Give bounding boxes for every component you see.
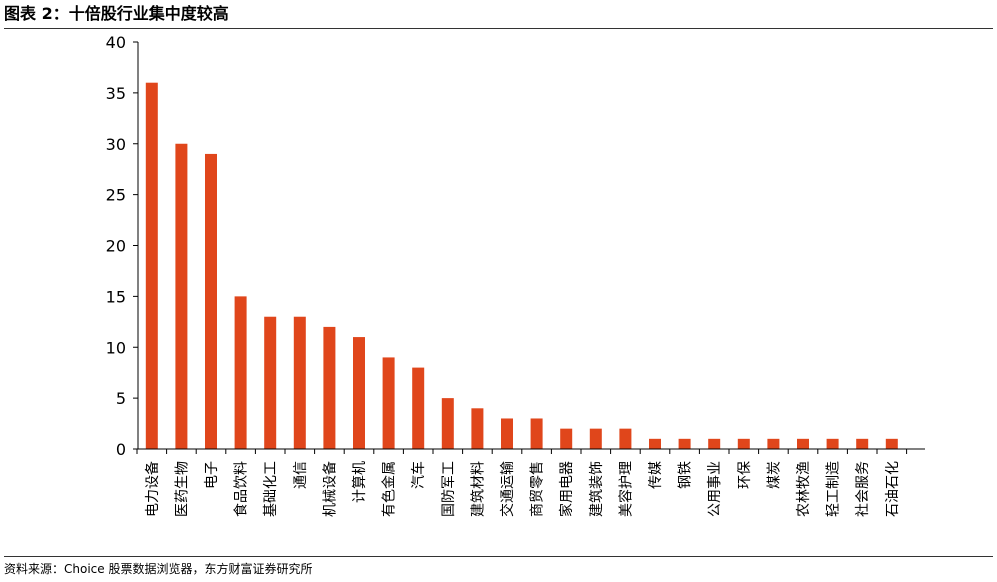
- x-tick-label: 环保: [737, 461, 753, 489]
- x-tick-label: 国防军工: [441, 461, 457, 517]
- y-tick-label: 15: [106, 287, 126, 306]
- y-tick-label: 0: [116, 440, 126, 459]
- y-tick-label: 40: [106, 33, 126, 52]
- bar: [471, 408, 484, 449]
- x-tick-label: 电力设备: [144, 461, 161, 517]
- bar: [501, 418, 513, 449]
- chart-title: 图表 2：十倍股行业集中度较高: [4, 4, 229, 23]
- bar: [649, 438, 661, 449]
- title-divider: [4, 28, 993, 29]
- x-tick-label: 传媒: [648, 461, 664, 489]
- bar: [797, 438, 809, 449]
- bar: [619, 428, 632, 449]
- bar: [441, 398, 454, 449]
- bar: [708, 438, 721, 449]
- source-note: 资料来源：Choice 股票数据浏览器，东方财富证券研究所: [4, 562, 313, 576]
- x-tick-label: 基础化工: [262, 461, 279, 517]
- x-tick-label: 电子: [204, 461, 220, 489]
- bar: [234, 296, 247, 449]
- bar: [145, 82, 158, 449]
- bar: [175, 143, 188, 449]
- y-tick-label: 30: [106, 135, 126, 154]
- x-tick-label: 美容护理: [617, 461, 634, 517]
- bar: [589, 428, 602, 449]
- x-tick-label: 农林牧渔: [796, 461, 812, 517]
- bar: [737, 438, 750, 449]
- x-tick-label: 煤炭: [766, 461, 782, 489]
- bar: [885, 438, 898, 449]
- x-tick-label: 有色金属: [381, 461, 398, 517]
- x-axis: 电力设备 医药生物 电子 食品饮料 基础化工 通信 机械设备 计算机 有色金属 汽车 国防军工 建筑材…: [136, 448, 925, 517]
- x-tick-label: 计算机: [352, 461, 368, 503]
- x-tick-label: 汽车: [410, 461, 427, 489]
- x-tick-label: 建筑装饰: [589, 461, 605, 517]
- bar: [293, 316, 306, 449]
- bar: [205, 153, 217, 450]
- bar-chart: 0 5 10 15 20 25 30 35 40 电力设备 医药生物 电子 食品饮料 基础化工 通信 机械设…: [106, 33, 925, 517]
- bar: [560, 428, 573, 449]
- bar: [856, 438, 869, 449]
- y-tick-label: 35: [106, 84, 126, 103]
- x-tick-label: 医药生物: [174, 461, 190, 517]
- bar: [412, 367, 425, 449]
- x-tick-label: 家用电器: [558, 461, 575, 517]
- x-tick-label: 社会服务: [855, 461, 871, 517]
- x-tick-label: 建筑材料: [470, 461, 486, 517]
- x-tick-label: 轻工制造: [826, 461, 842, 517]
- x-tick-label: 交通运输: [499, 461, 516, 517]
- bar: [767, 438, 780, 449]
- bar: [530, 418, 543, 449]
- x-tick-label: 公用事业: [707, 461, 723, 517]
- bar: [353, 337, 365, 449]
- x-tick-label: 食品饮料: [233, 461, 250, 517]
- x-tick-label: 机械设备: [321, 461, 338, 517]
- source-divider: [4, 556, 993, 557]
- y-tick-label: 25: [106, 186, 126, 205]
- y-tick-label: 20: [106, 237, 126, 256]
- bar: [264, 316, 277, 449]
- x-tick-label: 石油石化: [885, 461, 901, 517]
- x-tick-label: 钢铁: [678, 461, 694, 489]
- bar: [323, 326, 336, 449]
- x-tick-label: 商贸零售: [530, 461, 546, 517]
- bar: [826, 438, 839, 449]
- bar: [678, 438, 691, 449]
- y-tick-label: 10: [106, 338, 126, 357]
- x-tick-label: 通信: [293, 461, 309, 489]
- y-tick-label: 5: [116, 389, 126, 408]
- bar: [382, 357, 395, 449]
- bars: [145, 82, 898, 450]
- y-axis: 0 5 10 15 20 25 30 35 40: [106, 33, 139, 459]
